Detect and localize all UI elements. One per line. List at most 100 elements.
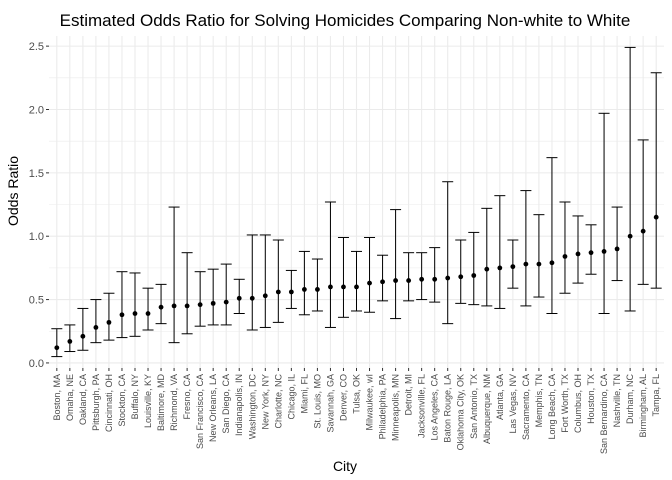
data-point	[275, 289, 281, 295]
data-point	[484, 266, 490, 272]
data-point	[54, 345, 60, 351]
data-point	[184, 303, 190, 309]
data-point	[93, 325, 99, 330]
data-point	[432, 276, 438, 282]
data-point	[288, 289, 294, 295]
x-tick-label: New York, NY	[260, 374, 270, 430]
data-point	[119, 312, 125, 318]
data-point	[249, 295, 255, 301]
x-tick-label: Buffalo, NY	[130, 374, 140, 419]
y-axis-title: Odds Ratio	[5, 156, 21, 226]
data-point	[497, 265, 503, 271]
y-tick-label: 0.5	[29, 295, 44, 307]
data-point	[393, 278, 398, 283]
y-axis: 0.0 0.5 1.0 1.5 2.0 2.5	[29, 41, 49, 370]
data-point	[223, 299, 229, 305]
data-point	[588, 250, 594, 256]
x-tick-label: San Diego, CA	[221, 374, 231, 434]
data-point	[197, 302, 203, 308]
data-point	[210, 300, 216, 306]
x-tick-label: Savannah, GA	[325, 374, 335, 433]
x-tick-label: Minneapolis, MN	[391, 374, 401, 441]
x-tick-label: Baltimore, MD	[156, 374, 166, 432]
x-tick-label: Las Vegas, NV	[508, 374, 518, 434]
x-tick-label: San Antonio, TX	[469, 374, 479, 439]
x-tick-label: Tulsa, OK	[352, 374, 362, 414]
x-tick-label: Louisville, KY	[143, 374, 153, 428]
data-point	[575, 251, 581, 257]
data-point	[158, 304, 164, 310]
data-point	[458, 274, 464, 280]
data-point	[536, 261, 542, 267]
data-point	[145, 311, 151, 316]
y-tick-label: 2.5	[29, 41, 44, 53]
x-tick-label: Memphis, TN	[534, 374, 544, 427]
data-point	[562, 254, 568, 259]
data-point	[262, 293, 268, 299]
x-tick-label: Baton Rouge, LA	[443, 374, 453, 443]
data-point	[171, 303, 177, 309]
x-tick-label: Cincinnati, OH	[104, 374, 114, 432]
x-tick-label: Tampa, FL	[651, 374, 661, 417]
x-tick-label: Stockton, CA	[117, 374, 127, 427]
x-tick-label: New Orleans, LA	[208, 374, 218, 442]
x-tick-label: Indianapolis, IN	[234, 374, 244, 436]
x-tick-label: Milwaukee, wI	[365, 374, 375, 431]
x-tick-label: Omaha, NE	[65, 374, 75, 421]
data-point	[523, 261, 529, 267]
data-point	[640, 228, 646, 234]
error-bars	[51, 46, 662, 358]
x-tick-label: Sacramento, CA	[521, 374, 531, 440]
data-point	[132, 311, 138, 316]
x-tick-label: Durham, NC	[625, 374, 635, 425]
x-tick-label: Detroit, MI	[404, 374, 414, 416]
x-tick-label: St. Louis, MO	[312, 374, 322, 429]
x-tick-label: Houston, TX	[586, 374, 596, 424]
data-point	[445, 275, 451, 281]
data-point	[510, 264, 516, 270]
data-point	[328, 284, 333, 290]
x-tick-label: Miami, FL	[299, 374, 309, 414]
x-tick-label: San Francisco, CA	[195, 374, 205, 449]
data-point	[419, 276, 425, 282]
data-point	[67, 338, 73, 344]
x-tick-label: Charlotte, NC	[273, 374, 283, 429]
y-tick-label: 2.0	[29, 104, 44, 116]
data-point	[236, 295, 242, 301]
data-point	[106, 319, 112, 325]
x-tick-label: Long Beach, CA	[547, 374, 557, 440]
data-point	[380, 279, 385, 285]
x-axis: Boston, MA Omaha, NE Oakland, CA Pittsburgh…	[52, 368, 661, 454]
y-tick-label: 0.0	[29, 358, 44, 370]
data-point	[315, 287, 320, 292]
x-axis-title: City	[333, 458, 357, 474]
data-point	[354, 284, 359, 290]
x-tick-label: Philadelphia, PA	[378, 374, 388, 439]
x-tick-label: Jacksonville, FL	[417, 374, 427, 438]
x-tick-label: Denver, CO	[338, 374, 348, 421]
x-tick-label: Atlanta, GA	[495, 374, 505, 420]
x-tick-label: Richmond, VA	[169, 374, 179, 431]
x-tick-label: Pittsburgh, PA	[91, 374, 101, 431]
x-tick-label: Chicago, IL	[286, 374, 296, 420]
x-tick-label: Fort Worth, TX	[560, 374, 570, 433]
data-point	[341, 284, 346, 290]
x-tick-label: Fresno, CA	[182, 374, 192, 420]
x-tick-label: San Bernardino, CA	[599, 374, 609, 454]
x-tick-label: Washington, DC	[247, 374, 257, 440]
data-point	[614, 246, 620, 252]
data-point	[80, 333, 86, 339]
data-points	[54, 214, 659, 351]
y-tick-label: 1.5	[29, 168, 44, 180]
x-tick-label: Los Angeles, CA	[430, 374, 440, 441]
x-tick-label: Boston, MA	[52, 374, 62, 421]
plot-panel	[49, 36, 664, 368]
data-point	[471, 273, 477, 278]
x-tick-label: Birmingham, AL	[638, 374, 648, 438]
y-tick-label: 1.0	[29, 231, 44, 243]
x-tick-label: Nashville, TN	[612, 374, 622, 427]
x-tick-label: Columbus, OH	[573, 374, 583, 433]
data-point	[406, 278, 412, 283]
x-tick-label: Oakland, CA	[78, 374, 88, 425]
